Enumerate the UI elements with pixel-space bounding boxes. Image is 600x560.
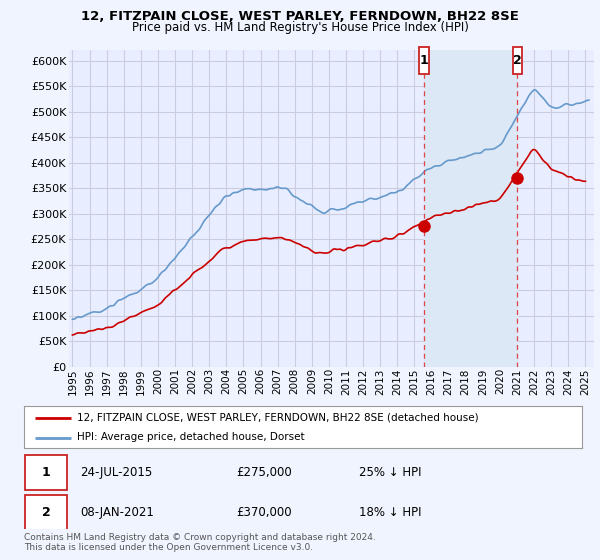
Text: 12, FITZPAIN CLOSE, WEST PARLEY, FERNDOWN, BH22 8SE (detached house): 12, FITZPAIN CLOSE, WEST PARLEY, FERNDOW… bbox=[77, 413, 479, 423]
Bar bbox=[512, 47, 522, 74]
Text: £370,000: £370,000 bbox=[236, 506, 292, 519]
Text: 2: 2 bbox=[41, 506, 50, 519]
FancyBboxPatch shape bbox=[25, 495, 67, 530]
Bar bbox=[424, 50, 517, 367]
Text: 24-JUL-2015: 24-JUL-2015 bbox=[80, 466, 152, 479]
Text: 12, FITZPAIN CLOSE, WEST PARLEY, FERNDOWN, BH22 8SE: 12, FITZPAIN CLOSE, WEST PARLEY, FERNDOW… bbox=[81, 10, 519, 23]
Text: 18% ↓ HPI: 18% ↓ HPI bbox=[359, 506, 421, 519]
Text: Price paid vs. HM Land Registry's House Price Index (HPI): Price paid vs. HM Land Registry's House … bbox=[131, 21, 469, 34]
Text: This data is licensed under the Open Government Licence v3.0.: This data is licensed under the Open Gov… bbox=[24, 543, 313, 552]
Text: 1: 1 bbox=[41, 466, 50, 479]
Text: Contains HM Land Registry data © Crown copyright and database right 2024.: Contains HM Land Registry data © Crown c… bbox=[24, 533, 376, 542]
Bar bbox=[419, 47, 429, 74]
Text: £275,000: £275,000 bbox=[236, 466, 292, 479]
Text: 25% ↓ HPI: 25% ↓ HPI bbox=[359, 466, 421, 479]
Text: 08-JAN-2021: 08-JAN-2021 bbox=[80, 506, 154, 519]
Text: 2: 2 bbox=[513, 54, 522, 67]
Text: 1: 1 bbox=[419, 54, 428, 67]
FancyBboxPatch shape bbox=[25, 455, 67, 490]
Text: HPI: Average price, detached house, Dorset: HPI: Average price, detached house, Dors… bbox=[77, 432, 305, 442]
